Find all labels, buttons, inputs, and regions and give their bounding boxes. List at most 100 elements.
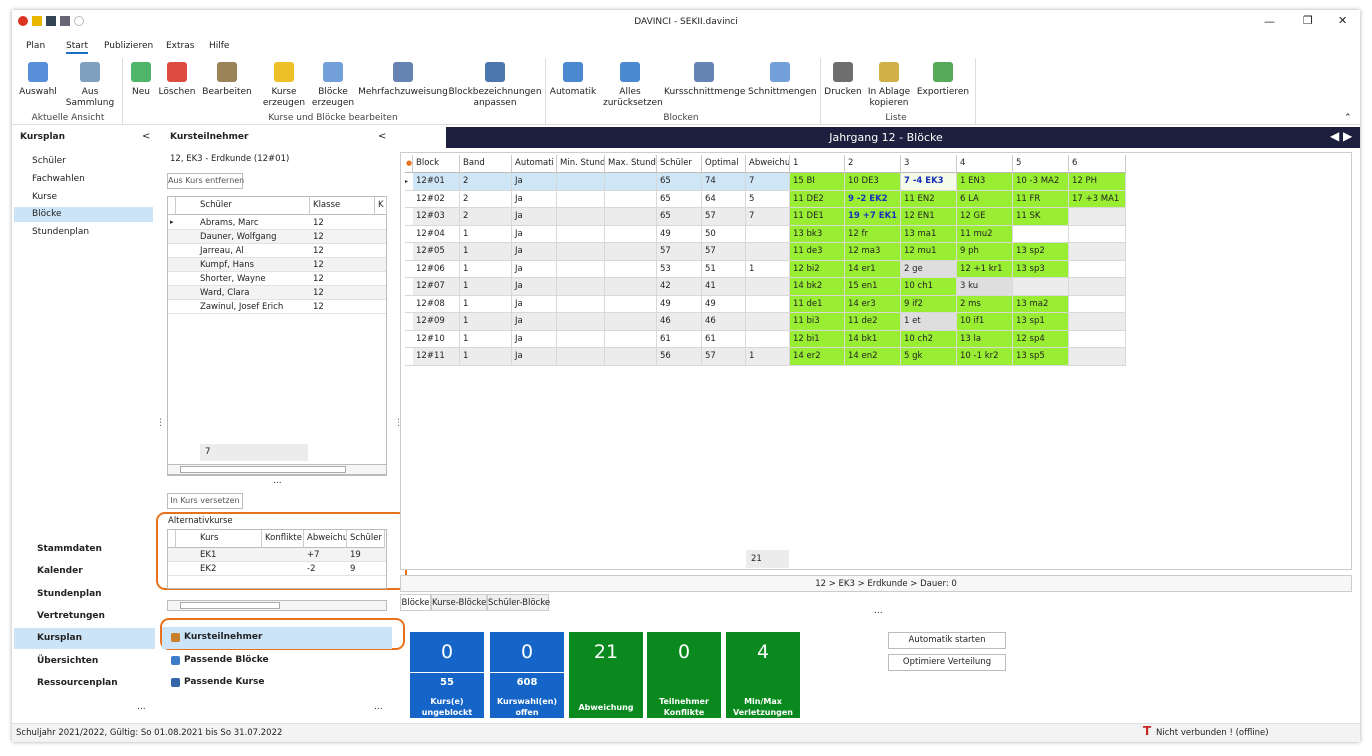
nav-item[interactable]: Stundenplan: [32, 227, 90, 237]
grid-cell[interactable]: Ja: [512, 190, 557, 208]
module-item[interactable]: Ressourcenplan: [37, 678, 118, 688]
grid-cell[interactable]: [746, 225, 790, 243]
block-slot[interactable]: 11 DE1: [790, 208, 845, 226]
grid-cell[interactable]: 1: [460, 348, 512, 366]
grid-cell[interactable]: 12#05: [413, 243, 460, 261]
nav-item[interactable]: Fachwahlen: [32, 174, 85, 184]
grid-cell[interactable]: [557, 208, 605, 226]
grid-cell[interactable]: 12#07: [413, 278, 460, 296]
grid-cell[interactable]: 57: [702, 208, 746, 226]
grid-cell[interactable]: 57: [657, 243, 702, 261]
student-row[interactable]: [168, 300, 386, 314]
block-slot[interactable]: 9 if2: [901, 295, 957, 313]
grid-cell[interactable]: 41: [702, 278, 746, 296]
grid-cell[interactable]: 12#04: [413, 225, 460, 243]
ribbon-button[interactable]: Alles zurücksetzen: [603, 87, 663, 108]
grid-cell[interactable]: [605, 278, 657, 296]
menu-item[interactable]: Start: [66, 40, 88, 54]
block-slot[interactable]: 1 et: [901, 313, 957, 331]
block-slot[interactable]: 14 bk2: [790, 278, 845, 296]
block-slot[interactable]: 6 LA: [957, 190, 1013, 208]
action-button[interactable]: Optimiere Verteilung: [888, 654, 1006, 671]
grid-cell[interactable]: 1: [460, 313, 512, 331]
block-slot[interactable]: 11 EN2: [901, 190, 957, 208]
block-slot[interactable]: 9 -2 EK2: [845, 190, 901, 208]
block-slot[interactable]: [1069, 278, 1126, 296]
block-slot[interactable]: 15 BI: [790, 173, 845, 191]
grid-cell[interactable]: 12#08: [413, 295, 460, 313]
grid-cell[interactable]: 42: [657, 278, 702, 296]
ribbon-button[interactable]: Bearbeiten: [202, 87, 252, 97]
block-slot[interactable]: 13 sp5: [1013, 348, 1069, 366]
grid-cell[interactable]: [605, 173, 657, 191]
block-slot[interactable]: 11 de3: [790, 243, 845, 261]
block-slot[interactable]: 10 -3 MA2: [1013, 173, 1069, 191]
module-item[interactable]: Kalender: [37, 566, 83, 576]
block-slot[interactable]: [1069, 295, 1126, 313]
grid-cell[interactable]: 51: [702, 260, 746, 278]
grid-cell[interactable]: [557, 243, 605, 261]
main-tab[interactable]: Schüler-Blöcke: [487, 594, 550, 611]
grid-cell[interactable]: [557, 190, 605, 208]
block-slot[interactable]: 10 -1 kr2: [957, 348, 1013, 366]
grid-cell[interactable]: 64: [702, 190, 746, 208]
grid-cell[interactable]: 65: [657, 190, 702, 208]
block-slot[interactable]: 1 EN3: [957, 173, 1013, 191]
grid-cell[interactable]: 61: [702, 330, 746, 348]
ribbon-button[interactable]: Exportieren: [916, 87, 970, 97]
block-slot[interactable]: 5 gk: [901, 348, 957, 366]
block-slot[interactable]: 12 +1 kr1: [957, 260, 1013, 278]
ribbon-button[interactable]: In Ablage kopieren: [867, 87, 911, 108]
grid-cell[interactable]: 12#11: [413, 348, 460, 366]
grid-cell[interactable]: 2: [460, 208, 512, 226]
menu-item[interactable]: Plan: [26, 41, 46, 51]
menu-item[interactable]: Extras: [166, 41, 195, 51]
block-slot[interactable]: 14 en2: [845, 348, 901, 366]
grid-cell[interactable]: 57: [702, 348, 746, 366]
grid-cell[interactable]: [605, 260, 657, 278]
ribbon-button[interactable]: Mehrfachzuweisung: [358, 87, 448, 97]
ribbon-button[interactable]: Aus Sammlung: [65, 87, 115, 108]
grid-cell[interactable]: [605, 330, 657, 348]
ribbon-button[interactable]: Blöcke erzeugen: [311, 87, 355, 108]
grid-cell[interactable]: 5: [746, 190, 790, 208]
grid-cell[interactable]: Ja: [512, 208, 557, 226]
ribbon-button[interactable]: Löschen: [158, 87, 196, 97]
remove-button[interactable]: Aus Kurs entfernen: [167, 173, 244, 189]
grid-cell[interactable]: [605, 208, 657, 226]
grid-cell[interactable]: 74: [702, 173, 746, 191]
tile[interactable]: [410, 632, 484, 718]
block-slot[interactable]: 14 bk1: [845, 330, 901, 348]
block-slot[interactable]: 11 de1: [790, 295, 845, 313]
grid-cell[interactable]: 1: [460, 330, 512, 348]
ribbon-button[interactable]: Automatik: [549, 87, 597, 97]
ribbon-button[interactable]: Schnittmengen: [748, 87, 817, 97]
grid-cell[interactable]: 7: [746, 208, 790, 226]
ribbon-button[interactable]: Kursschnittmenge: [664, 87, 746, 97]
grid-cell[interactable]: [746, 243, 790, 261]
block-slot[interactable]: 14 er1: [845, 260, 901, 278]
grid-cell[interactable]: 12#06: [413, 260, 460, 278]
block-slot[interactable]: 11 SK: [1013, 208, 1069, 226]
grid-cell[interactable]: 2: [460, 173, 512, 191]
grid-cell[interactable]: 1: [460, 225, 512, 243]
grid-cell[interactable]: [746, 313, 790, 331]
grid-cell[interactable]: [557, 225, 605, 243]
panel-tab[interactable]: Passende Kurse: [184, 677, 265, 687]
grid-cell[interactable]: Ja: [512, 348, 557, 366]
block-slot[interactable]: 13 bk3: [790, 225, 845, 243]
move-button[interactable]: In Kurs versetzen: [167, 493, 243, 509]
block-slot[interactable]: 13 sp1: [1013, 313, 1069, 331]
grid-cell[interactable]: 1: [460, 295, 512, 313]
nav-collapse[interactable]: <: [142, 131, 151, 142]
block-slot[interactable]: 2 ms: [957, 295, 1013, 313]
grid-cell[interactable]: 46: [702, 313, 746, 331]
grid-cell[interactable]: 1: [746, 348, 790, 366]
block-slot[interactable]: 13 la: [957, 330, 1013, 348]
block-slot[interactable]: 13 ma2: [1013, 295, 1069, 313]
grid-cell[interactable]: [605, 348, 657, 366]
grid-cell[interactable]: 56: [657, 348, 702, 366]
grid-cell[interactable]: 12#02: [413, 190, 460, 208]
block-slot[interactable]: 15 en1: [845, 278, 901, 296]
block-slot[interactable]: 19 +7 EK1: [845, 208, 901, 226]
